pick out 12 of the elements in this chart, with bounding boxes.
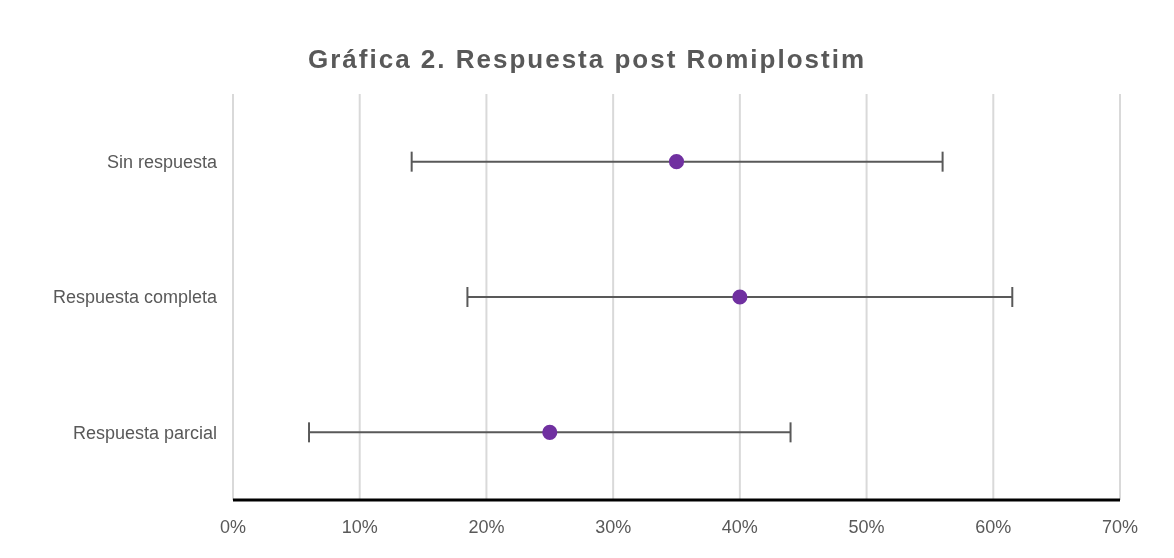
y-tick-label: Sin respuesta <box>106 152 218 173</box>
x-tick-label: 40% <box>721 516 758 537</box>
x-tick-label: 20% <box>468 516 505 537</box>
x-tick-label: 70% <box>1101 516 1139 537</box>
chart-title: Gráfica 2. Respuesta post Romiplostim <box>307 43 867 76</box>
x-tick-label: 50% <box>848 516 885 537</box>
y-tick-label: Respuesta parcial <box>72 422 217 443</box>
x-tick-label: 30% <box>595 516 632 537</box>
x-tick-label: 0% <box>219 516 247 537</box>
y-tick-label: Respuesta completa <box>52 287 218 308</box>
x-tick-label: 60% <box>975 516 1012 537</box>
x-tick-label: 10% <box>341 516 378 537</box>
